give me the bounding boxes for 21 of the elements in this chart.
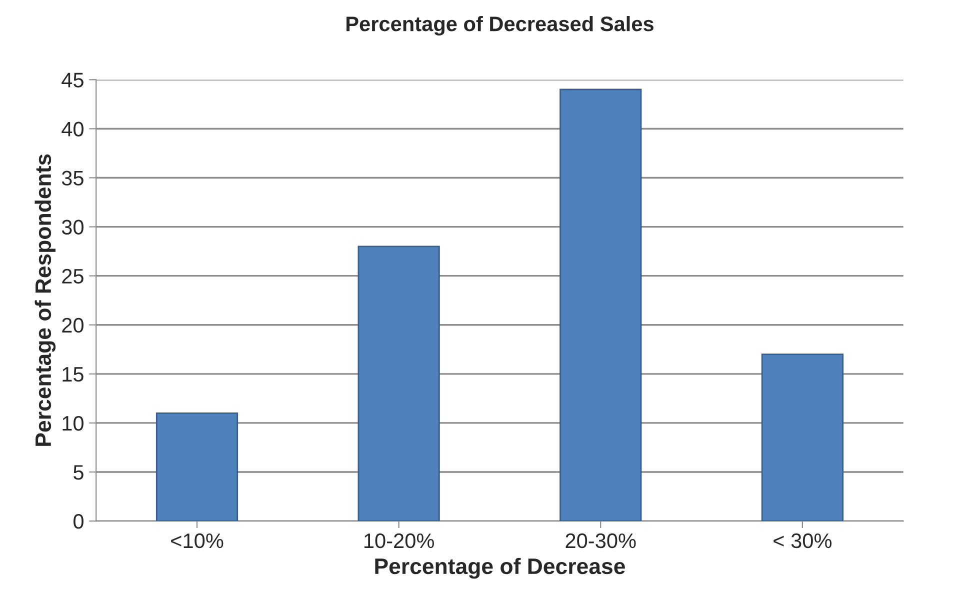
x-tick-label: 10-20% bbox=[364, 533, 434, 548]
x-tick-label: < 30% bbox=[774, 533, 832, 548]
chart-title: Percentage of Decreased Sales bbox=[346, 16, 654, 36]
y-tick-label: 30 bbox=[62, 220, 84, 235]
y-tick-label: 15 bbox=[62, 367, 84, 382]
y-tick-label: 0 bbox=[74, 514, 84, 529]
y-tick-label: 10 bbox=[62, 416, 84, 431]
x-tick-label: <10% bbox=[171, 533, 224, 548]
bar bbox=[560, 88, 642, 522]
y-axis-title: Percentage of Respondents bbox=[34, 154, 56, 446]
y-tick-label: 5 bbox=[74, 465, 84, 480]
y-tick-label: 25 bbox=[62, 268, 84, 284]
y-tick-label: 20 bbox=[62, 318, 84, 333]
y-tick-label: 35 bbox=[62, 170, 84, 186]
bar bbox=[358, 246, 440, 522]
x-axis-title: Percentage of Decrease bbox=[375, 558, 625, 579]
bar bbox=[156, 412, 238, 522]
y-tick-label: 45 bbox=[62, 72, 84, 88]
y-tick-label: 40 bbox=[62, 122, 84, 136]
x-tick-label: 20-30% bbox=[566, 533, 636, 548]
bar bbox=[761, 354, 844, 522]
